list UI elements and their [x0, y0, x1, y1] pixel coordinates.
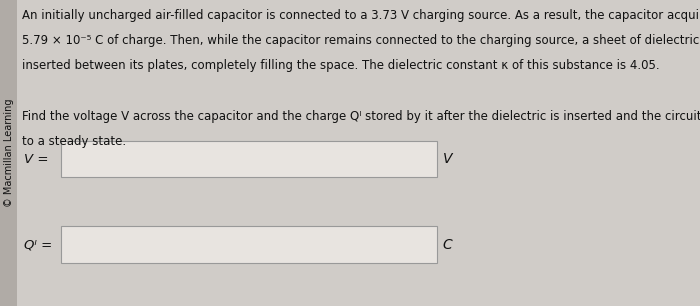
- FancyBboxPatch shape: [61, 226, 437, 263]
- Text: An initially uncharged air-filled capacitor is connected to a 3.73 V charging so: An initially uncharged air-filled capaci…: [22, 9, 700, 22]
- Text: inserted between its plates, completely filling the space. The dielectric consta: inserted between its plates, completely …: [22, 59, 659, 72]
- Text: to a steady state.: to a steady state.: [22, 135, 126, 147]
- Text: © Macmillan Learning: © Macmillan Learning: [4, 99, 14, 207]
- FancyBboxPatch shape: [61, 141, 437, 177]
- Text: C: C: [442, 238, 452, 252]
- Text: V: V: [442, 152, 452, 166]
- Text: V =: V =: [25, 153, 49, 166]
- Text: 5.79 × 10⁻⁵ C of charge. Then, while the capacitor remains connected to the char: 5.79 × 10⁻⁵ C of charge. Then, while the…: [22, 34, 700, 47]
- FancyBboxPatch shape: [0, 0, 18, 306]
- Text: Find the voltage V across the capacitor and the charge Qᴵ stored by it after the: Find the voltage V across the capacitor …: [22, 110, 700, 122]
- Text: Qᴵ =: Qᴵ =: [25, 238, 52, 251]
